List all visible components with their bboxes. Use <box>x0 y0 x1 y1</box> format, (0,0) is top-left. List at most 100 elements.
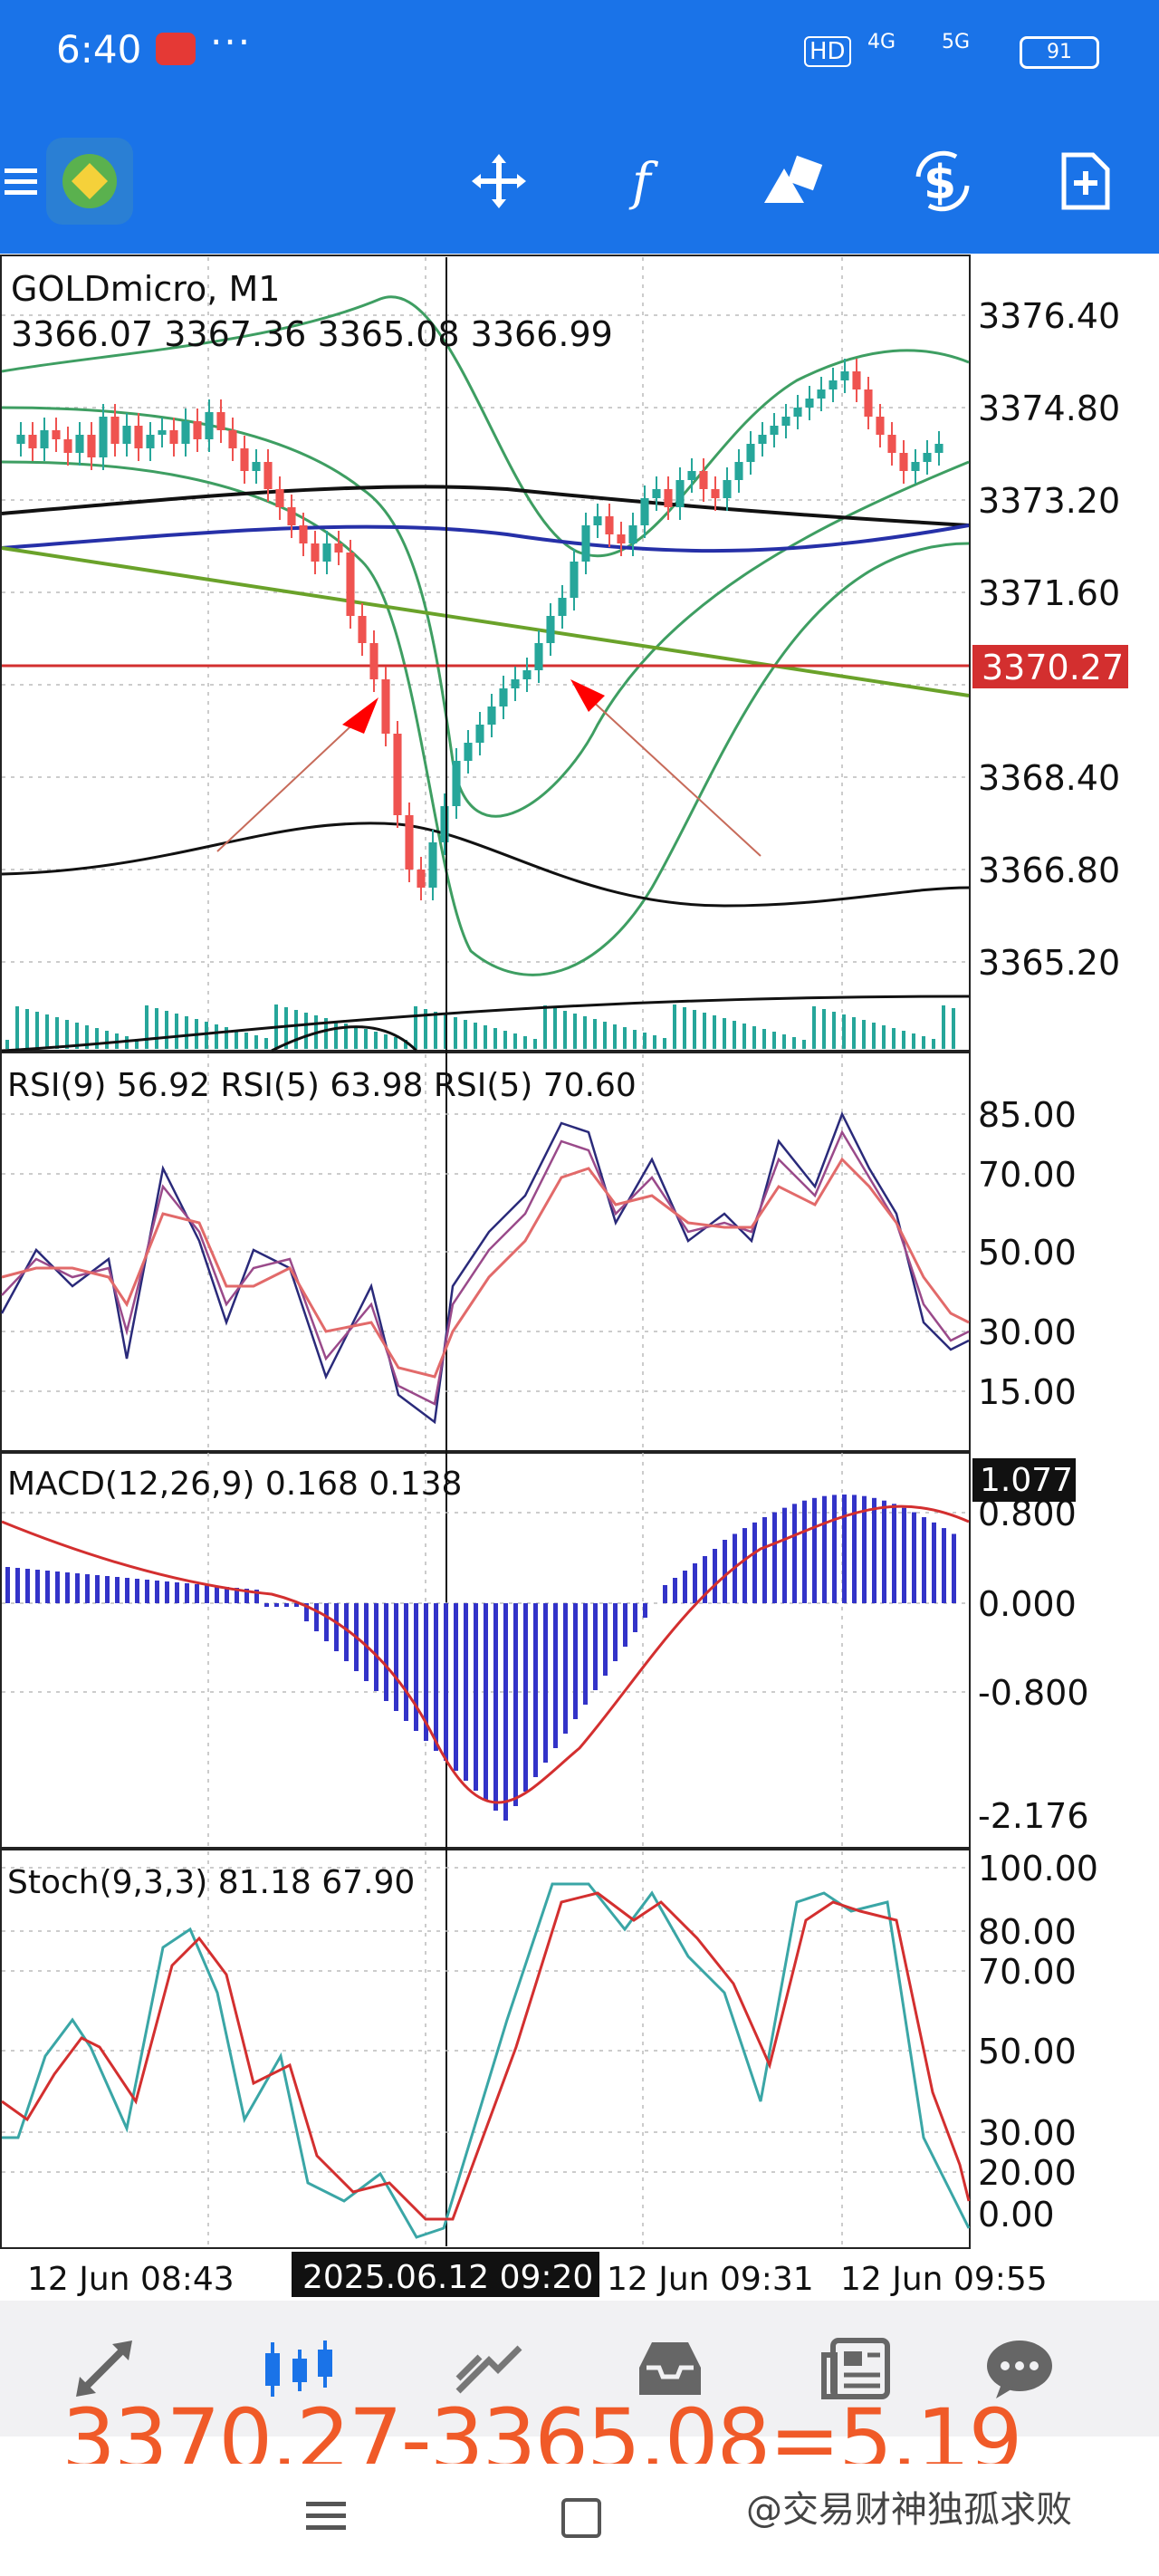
macd-bar <box>225 1587 229 1603</box>
price-tick: 3376.40 <box>978 296 1120 336</box>
macd-legend: MACD(12,26,9) 0.168 0.138 <box>7 1466 462 1503</box>
candle-body <box>216 412 225 430</box>
volume-bar <box>215 1024 218 1049</box>
volume-bar <box>952 1008 955 1049</box>
candle-body <box>110 417 120 444</box>
chart-icon[interactable] <box>235 2301 362 2437</box>
rsi-tick: 50.00 <box>978 1233 1077 1273</box>
stoch-tick: 20.00 <box>978 2153 1077 2193</box>
volume-bar <box>284 1007 288 1049</box>
candle-body <box>899 453 908 471</box>
volume-bar <box>155 1008 158 1049</box>
volume-bar <box>523 1036 527 1049</box>
home-button-icon[interactable] <box>561 2498 601 2538</box>
rsi-line-5a <box>1 1129 970 1406</box>
volume-bar <box>882 1025 886 1049</box>
candle-body <box>417 870 426 888</box>
candle-body <box>169 430 178 444</box>
candle-body <box>829 380 838 389</box>
ma-black <box>1 485 970 527</box>
volume-bar <box>543 1005 547 1049</box>
candle-body <box>193 421 202 439</box>
volume-bar <box>95 1028 99 1049</box>
annotation-arrow-right <box>570 679 605 712</box>
macd-bar <box>563 1603 568 1734</box>
macd-bar <box>812 1497 817 1603</box>
candle-body <box>652 489 661 498</box>
macd-signal-line <box>1 1504 970 1804</box>
app-logo-icon[interactable] <box>40 109 139 254</box>
price-tick: 3368.40 <box>978 758 1120 798</box>
news-icon[interactable] <box>793 2301 920 2437</box>
chart-area[interactable]: GOLDmicro, M1 3366.07 3367.36 3365.08 33… <box>0 254 1159 2301</box>
candle-body <box>287 507 296 525</box>
candle-body <box>711 489 720 498</box>
macd-bar <box>683 1571 687 1603</box>
candle-body <box>405 815 414 870</box>
candle-body <box>358 616 367 643</box>
volume-bar <box>842 1014 846 1049</box>
volume-bar <box>294 1010 298 1049</box>
macd-bar <box>324 1603 329 1641</box>
function-icon[interactable]: f <box>598 109 697 254</box>
candle-body <box>63 439 72 453</box>
macd-bar <box>35 1570 40 1603</box>
candle-body <box>511 679 520 688</box>
macd-bar <box>882 1500 886 1603</box>
volume-bar <box>593 1019 597 1049</box>
macd-bar <box>802 1500 807 1603</box>
candle-body <box>570 562 579 598</box>
volume-bar <box>75 1023 79 1049</box>
candle-body <box>334 543 343 553</box>
macd-bar <box>523 1603 528 1792</box>
trade-icon[interactable]: $ <box>893 109 992 254</box>
macd-bar <box>603 1603 608 1676</box>
trade-nav-icon[interactable] <box>426 2301 552 2437</box>
rsi-tick: 85.00 <box>978 1095 1077 1135</box>
candle-body <box>770 426 779 435</box>
volume-bar <box>742 1024 746 1049</box>
candle-body <box>275 489 284 507</box>
new-order-icon[interactable] <box>1036 109 1135 254</box>
crosshair-icon[interactable] <box>449 109 549 254</box>
candle-body <box>887 435 896 453</box>
history-icon[interactable] <box>607 2301 733 2437</box>
menu-icon[interactable] <box>0 109 72 254</box>
macd-max-badge <box>972 1458 1076 1502</box>
volume-bar <box>424 1009 427 1049</box>
candle-body <box>546 616 555 643</box>
objects-icon[interactable] <box>742 109 842 254</box>
system-nav-bar <box>0 2464 1159 2576</box>
macd-bar <box>394 1603 398 1711</box>
candle-body <box>593 516 602 525</box>
volume-bar <box>254 1035 258 1049</box>
chat-icon[interactable] <box>956 2301 1083 2437</box>
candle-body <box>369 643 378 679</box>
volume-bar <box>175 1014 178 1049</box>
volume-bar <box>464 1020 467 1049</box>
volume-bar <box>404 1040 407 1049</box>
macd-bar <box>852 1495 857 1603</box>
volume-bar <box>484 1025 487 1049</box>
volume-bar <box>55 1017 59 1049</box>
trend-line <box>1 546 970 697</box>
stoch-tick: 70.00 <box>978 1952 1077 1992</box>
candle-body <box>675 480 685 507</box>
main-pane-border <box>0 255 971 1052</box>
candle-body <box>146 435 155 448</box>
macd-bar <box>533 1603 538 1777</box>
recent-apps-icon[interactable] <box>306 2500 346 2533</box>
volume-bar <box>633 1030 637 1049</box>
quotes-icon[interactable] <box>45 2301 172 2437</box>
candle-body <box>923 453 932 462</box>
candlesticks <box>16 359 943 900</box>
volume-bar <box>493 1028 497 1049</box>
volume-bar <box>703 1013 706 1049</box>
hd-voice-icon: HD <box>804 36 851 67</box>
candle-body <box>664 489 673 507</box>
candle-body <box>28 435 37 448</box>
volume-bar <box>782 1034 786 1049</box>
candle-body <box>240 448 249 471</box>
candle-body <box>464 743 473 761</box>
chart-canvas[interactable]: GOLDmicro, M1 3366.07 3367.36 3365.08 33… <box>0 254 1159 2301</box>
